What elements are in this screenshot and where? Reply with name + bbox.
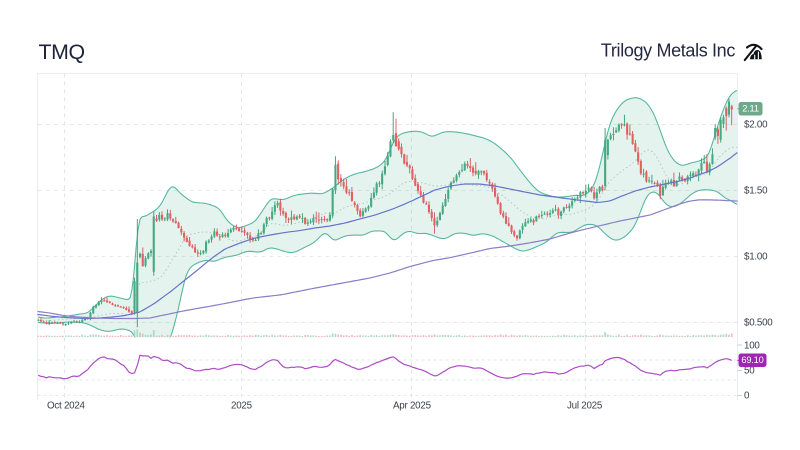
svg-text:$0.500: $0.500 — [744, 318, 773, 329]
svg-text:Trilogy Metals Inc: Trilogy Metals Inc — [601, 41, 735, 61]
svg-text:Apr 2025: Apr 2025 — [393, 401, 432, 412]
svg-text:TMQ: TMQ — [39, 40, 85, 64]
svg-text:$1.00: $1.00 — [744, 252, 768, 263]
svg-text:2025: 2025 — [231, 401, 253, 412]
svg-text:69.10: 69.10 — [741, 355, 763, 365]
svg-text:$2.00: $2.00 — [744, 120, 768, 131]
svg-text:Jul 2025: Jul 2025 — [567, 401, 603, 412]
svg-text:2.11: 2.11 — [742, 104, 759, 114]
svg-text:100: 100 — [744, 341, 760, 352]
svg-text:50: 50 — [744, 366, 755, 377]
svg-text:0: 0 — [744, 391, 750, 402]
svg-text:$1.50: $1.50 — [744, 186, 768, 197]
svg-text:Oct 2024: Oct 2024 — [47, 401, 86, 412]
